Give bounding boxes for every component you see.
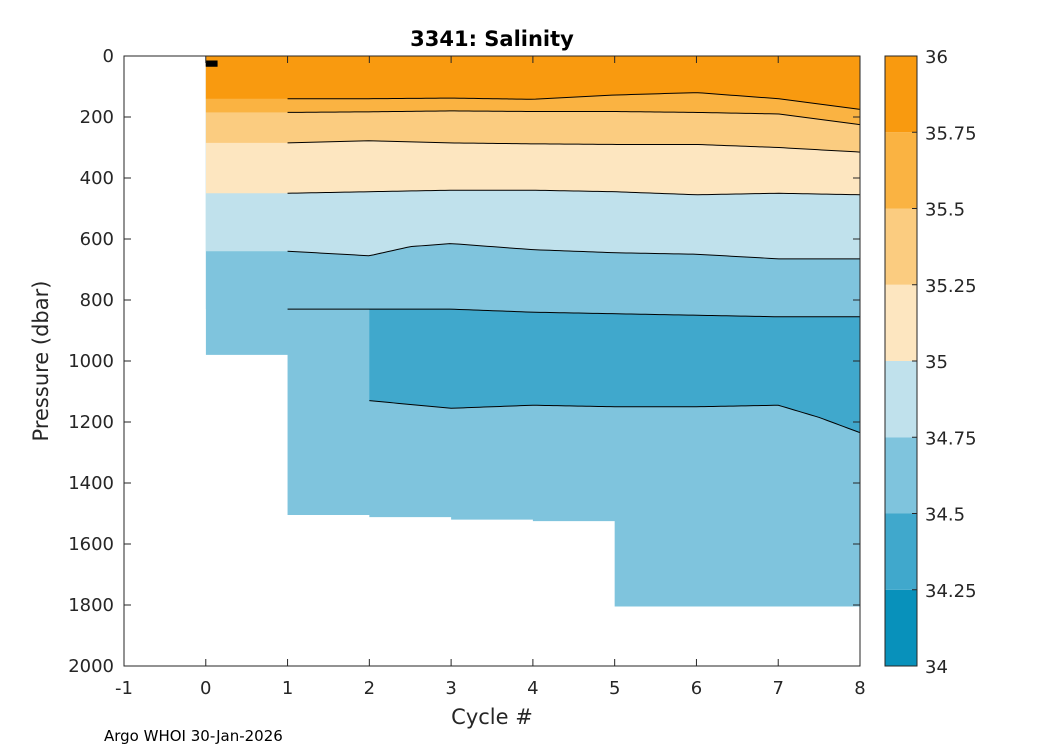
contour-fill-group: [205, 56, 860, 607]
contour-lines: [205, 60, 860, 434]
footer-credit: Argo WHOI 30-Jan-2026: [104, 727, 283, 745]
colorbar-segment: [885, 513, 917, 590]
x-tick-label: -1: [115, 678, 133, 699]
y-axis-title: Pressure (dbar): [29, 281, 53, 442]
colorbar-segment: [885, 56, 917, 133]
y-tick-label: 200: [80, 107, 114, 128]
y-tick-label: 600: [80, 229, 114, 250]
x-tick-label: 4: [527, 678, 538, 699]
colorbar-tick-label: 34.5: [925, 505, 965, 526]
x-axis-title: Cycle #: [451, 705, 533, 729]
x-tick-label: 2: [364, 678, 375, 699]
x-tick-label: 3: [445, 678, 456, 699]
y-axis: 0 200 400 600 800 1000 1200 1400 1600 1800 2000: [68, 46, 860, 677]
colorbar-segment: [885, 132, 917, 209]
colorbar-tick-label: 35: [925, 352, 948, 373]
y-tick-label: 800: [80, 290, 114, 311]
contour-line-34.75: [287, 243, 860, 260]
colorbar-tick-label: 36: [925, 47, 948, 68]
contour-line-35.75: [287, 92, 860, 110]
colorbar: 34 34.25 34.5 34.75 35 35.25 35.5 35.75 36: [884, 47, 977, 678]
colorbar-segment: [885, 284, 917, 361]
colorbar-segment: [885, 589, 917, 666]
y-tick-label: 400: [80, 168, 114, 189]
y-tick-label: 1400: [68, 473, 114, 494]
y-tick-label: 0: [103, 46, 114, 67]
contour-band-35.75: [205, 56, 860, 110]
x-tick-label: 8: [854, 678, 865, 699]
colorbar-tick-label: 34.75: [925, 428, 977, 449]
contour-line-34.5: [287, 308, 860, 318]
colorbar-tick-label: 35.25: [925, 276, 977, 297]
contour-line-35.5: [287, 110, 860, 126]
contour-line-35: [287, 189, 860, 196]
colorbar-segment: [885, 437, 917, 514]
colorbar-tick-label: 34: [925, 657, 948, 678]
y-tick-label: 1600: [68, 534, 114, 555]
y-tick-label: 1000: [68, 351, 114, 372]
x-tick-label: 1: [282, 678, 293, 699]
colorbar-segment: [885, 361, 917, 438]
colorbar-tick-label: 35.75: [925, 123, 977, 144]
chart-title: 3341: Salinity: [410, 27, 574, 51]
y-tick-label: 1800: [68, 595, 114, 616]
colorbar-segment: [885, 208, 917, 285]
colorbar-tick-label: 35.5: [925, 200, 965, 221]
colorbar-tick-label: 34.25: [925, 581, 977, 602]
x-tick-label: 5: [609, 678, 620, 699]
contour-bands: [205, 56, 860, 607]
plot-area: -1 0 1 2 3 4 5 6 7 8 0 200 400 600 800 1000 1200 1400 160…: [68, 46, 866, 699]
contour-line-35.25: [287, 140, 860, 153]
x-tick-label: 0: [200, 678, 211, 699]
contour-line-34.25: [369, 400, 860, 434]
y-tick-label: 2000: [68, 656, 114, 677]
x-axis: -1 0 1 2 3 4 5 6 7 8: [115, 56, 866, 699]
y-tick-label: 1200: [68, 412, 114, 433]
x-tick-label: 6: [691, 678, 702, 699]
x-tick-label: 7: [772, 678, 783, 699]
